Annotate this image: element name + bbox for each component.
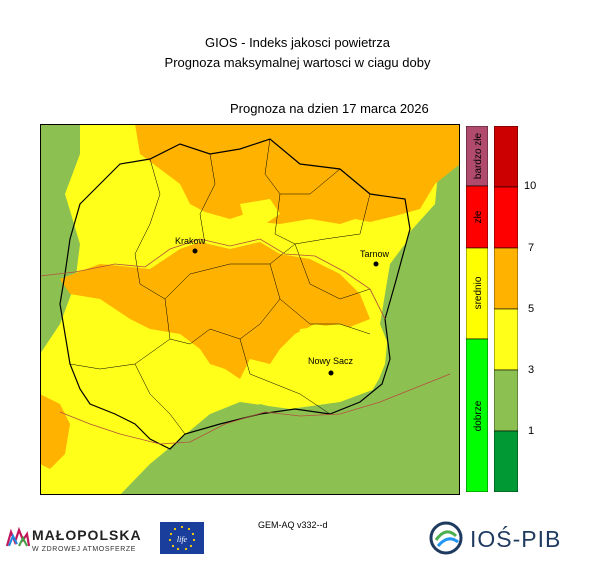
zone-medium-pocket [295, 324, 385, 396]
scale-tick-3: 3 [528, 364, 535, 376]
eu-life-text: life [177, 535, 188, 544]
legend-label-very-bad: bardzo złe [473, 132, 484, 179]
malopolska-logo: MAŁOPOLSKA W ZDROWEJ ATMOSFERZE [6, 522, 151, 558]
scale-seg-6 [494, 126, 518, 188]
legend-label-good: dobrze [473, 400, 484, 431]
zone-good-south [120, 224, 460, 495]
city-label-tarnow: Tarnow [360, 249, 390, 259]
city-label-nowy-sacz: Nowy Sacz [308, 356, 354, 366]
scale-tick-10: 10 [524, 180, 537, 192]
zone-high-north [135, 124, 460, 224]
zone-high-central [60, 242, 370, 379]
eu-life-logo: life [160, 522, 204, 554]
value-scale [494, 126, 518, 492]
map-frame [40, 124, 460, 495]
city-krakow: Krakow [175, 236, 206, 254]
model-version: GEM-AQ v332--d [258, 520, 328, 530]
city-label-krakow: Krakow [175, 236, 206, 246]
scale-seg-5 [494, 186, 518, 249]
scale-seg-2 [494, 369, 518, 432]
country-border [40, 238, 451, 445]
region-border [59, 138, 411, 450]
malopolska-mountains-icon [6, 526, 30, 547]
scale-tick-7: 7 [528, 242, 535, 254]
ios-pib-logo: IOŚ-PIB [428, 520, 568, 556]
legend-label-medium: srednio [473, 276, 484, 309]
legend-cat-good [466, 338, 488, 492]
forecast-date: Prognoza na dzien 17 marca 2026 [230, 101, 429, 116]
legend-label-bad: złe [473, 210, 484, 223]
scale-seg-1 [494, 430, 518, 492]
city-nowy-sacz: Nowy Sacz [308, 356, 354, 376]
malopolska-title: MAŁOPOLSKA [32, 527, 142, 543]
forecast-map: Krakow Tarnow Nowy Sacz [40, 124, 460, 495]
ios-pib-text: IOŚ-PIB [470, 526, 562, 552]
scale-seg-4 [494, 247, 518, 310]
city-tarnow: Tarnow [360, 249, 390, 267]
title-line-2: Prognoza maksymalnej wartosci w ciagu do… [164, 55, 431, 70]
title-line-1: GIOS - Indeks jakosci powietrza [205, 35, 390, 50]
malopolska-subtitle: W ZDROWEJ ATMOSFERZE [32, 546, 137, 553]
county-borders [69, 138, 386, 435]
zone-medium-spot [240, 199, 280, 224]
scale-tick-5: 5 [528, 303, 535, 315]
scale-seg-3 [494, 308, 518, 371]
scale-tick-1: 1 [528, 425, 535, 437]
category-legend: bardzo złe złe srednio dobrze [466, 126, 488, 492]
ios-pib-swirl-icon [429, 521, 463, 555]
